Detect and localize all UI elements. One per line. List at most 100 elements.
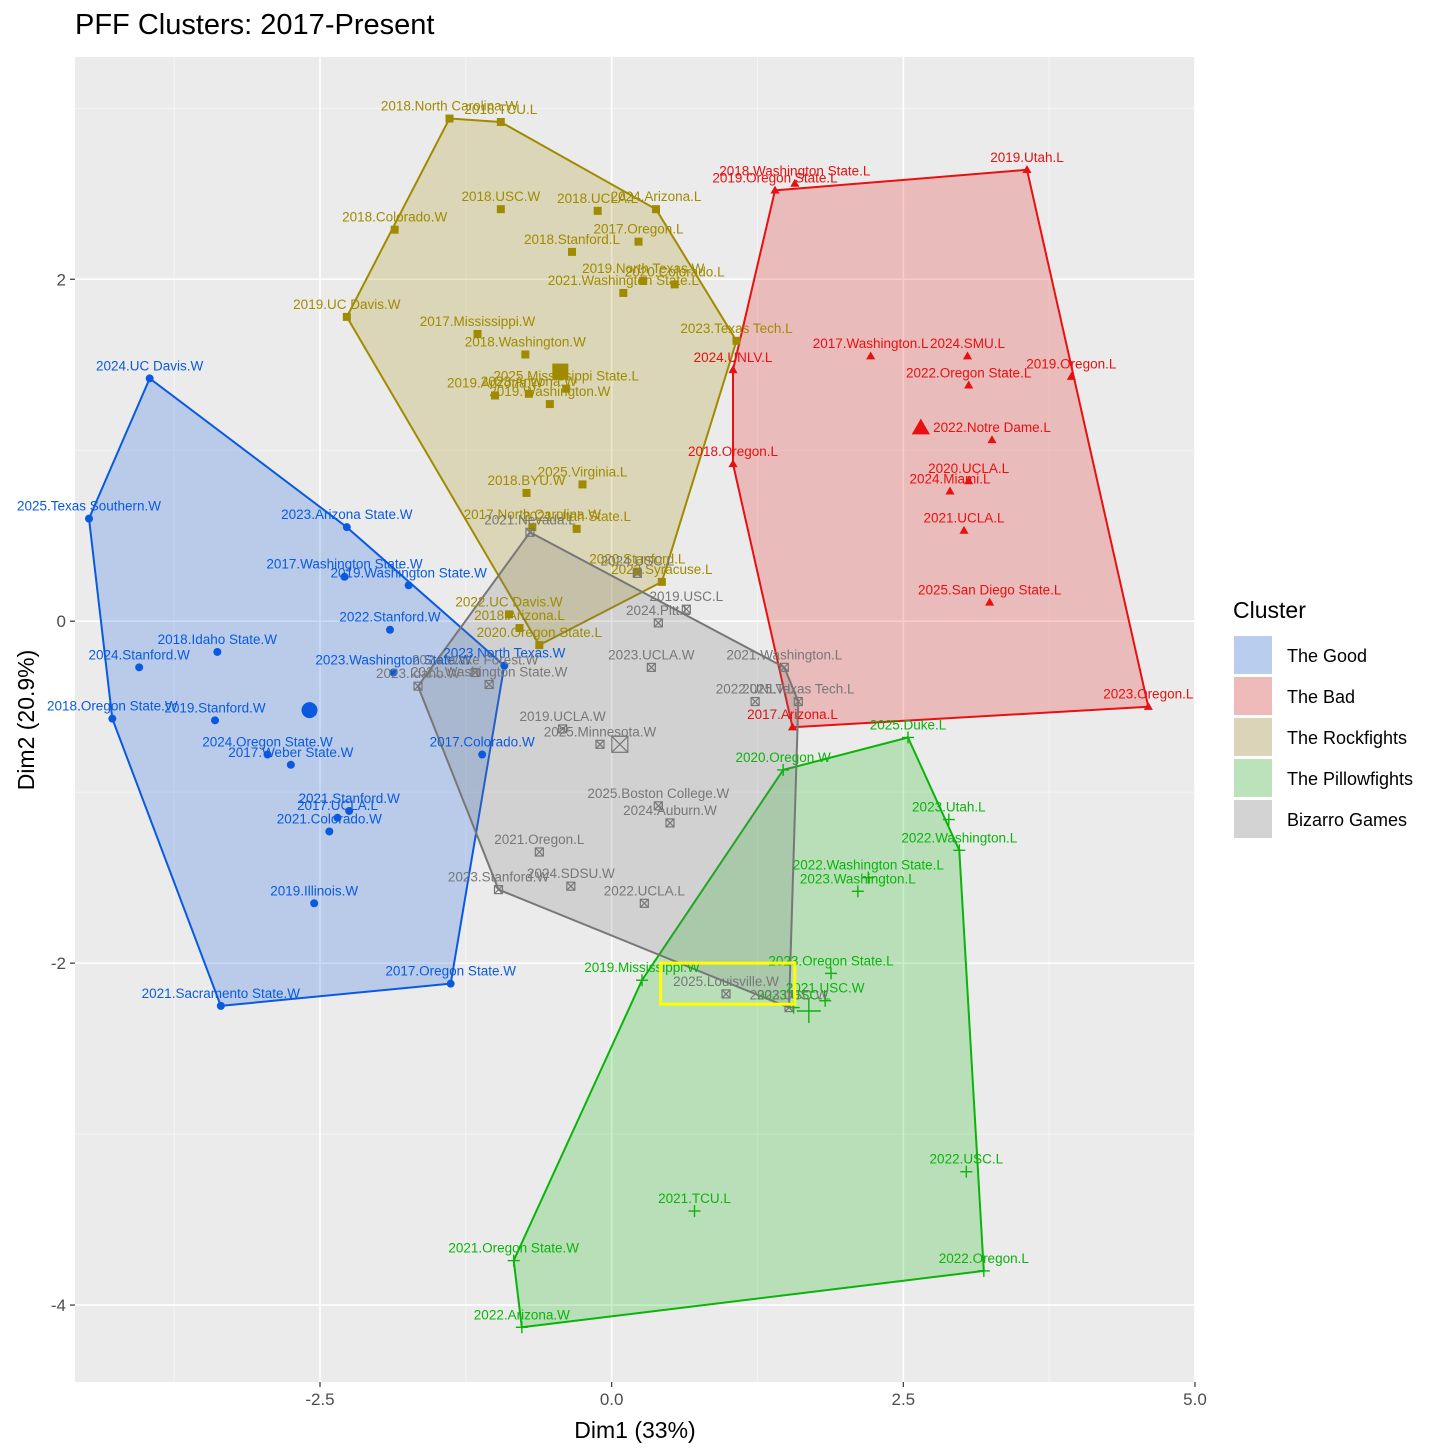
label-2020-ucla-l: 2020.UCLA.L [928,461,1010,476]
label-2021-washington-state-w: 2021.Washington State.W [411,664,568,679]
point-2024-sdsu-w [566,881,576,891]
point-2024-usc-l-box [632,568,642,578]
point-2025-louisville-w [721,989,731,999]
point-2019-ucla-w [558,724,568,734]
point-2025-minnesota-w-box [595,739,605,749]
point-2018-byu-w [522,488,531,497]
label-2021-oregon-state-w: 2021.Oregon State.W [448,1241,579,1256]
legend-label-the-good: The Good [1287,646,1367,666]
point-2021-stanford-w [345,806,354,815]
point-2025-texas-tech-l-d2 [793,697,803,706]
label-2023-stanford-w: 2023.Stanford.W [448,870,550,885]
label-2021-utah-state-l: 2021.Utah State.L [522,509,631,524]
point-2021-nevada-l-d2 [525,527,535,537]
highlight-box [659,961,797,1006]
label-2019-oregon-l: 2019.Oregon.L [1026,357,1117,372]
label-2019-arizona-w: 2019.Arizona.W [447,376,543,391]
label-2024-sdsu-w: 2024.SDSU.W [527,866,615,881]
label-2024-smu-l: 2024.SMU.L [930,336,1006,351]
label-2021-usc-w: 2021.USC.W [786,981,865,996]
point-2024-arizona-l [652,205,660,214]
centroid-the-rockfights [552,363,569,380]
point-2025-texas-tech-l-box [793,696,803,707]
legend-key-the-good [1234,636,1272,674]
point-2024-sdsu-w-d2 [566,881,576,891]
label-2025-boston-college-w: 2025.Boston College.W [587,786,729,801]
point-2019-washington-state-w [404,581,413,590]
label-2024-arizona-l: 2024.Arizona.L [611,189,702,204]
x-tick-label-3: 5.0 [1183,1390,1207,1409]
hull-the-good [88,377,506,1007]
point-2023-texas-tech-l [732,336,741,345]
label-2022-usc-l: 2022.USC.L [930,1152,1004,1167]
y-tick-label-2: 0 [57,612,66,631]
label-2018-washington-state-l: 2018.Washington State.L [719,164,871,179]
point-2022-unlv-l [750,696,760,707]
point-2018-washington-state-l [790,178,800,187]
label-2018-usc-w: 2018.USC.W [461,189,540,204]
point-2022-unlv-l-d2 [750,697,760,706]
label-2017-washington-l: 2017.Washington.L [813,336,929,351]
point-2023-stanford-w [493,885,504,895]
point-2019-mississippi-w [636,974,648,987]
label-2018-oregon-l: 2018.Oregon.L [688,444,779,459]
label-2024-stanford-w: 2024.Stanford.W [89,647,191,662]
point-2024-oregon-state-w [263,750,272,759]
point-2019-usc-l [681,604,691,614]
point-2022-syracuse-l [657,577,666,586]
chart-title: PFF Clusters: 2017-Present [75,9,434,41]
label-2023-texas-tech-l: 2023.Texas Tech.L [680,321,793,336]
point-2020-oregon-w [777,763,790,776]
legend-title: Cluster [1233,597,1306,623]
point-2019-washington-w [545,400,554,409]
legend-key-the-rockfights [1234,718,1272,756]
point-2020-oregon-state-l [535,641,544,650]
label-2018-north-carolina-w: 2018.North Carolina.W [381,99,519,114]
centroid-the-good [301,702,318,719]
point-2020-stanford-l [633,567,642,576]
point-2024-miami-l [945,486,955,495]
point-2024-auburn-w-box [665,818,675,828]
label-2022-notre-dame-l: 2022.Notre Dame.L [933,420,1051,435]
label-2017-ucla-l: 2017.UCLA.L [297,798,379,813]
point-2022-oregon-l [977,1264,990,1277]
legend-key-bizarro-games [1234,800,1272,838]
centroid-bizarro-games-d2 [611,735,629,753]
label-2018-byu-w: 2018.BYU.W [487,473,565,488]
point-2024-wake-forest-w [470,667,480,678]
point-2025-mississippi-state-l [562,384,571,393]
cluster-hulls [88,117,1150,1329]
label-2024-unlv-l: 2024.UNLV.L [694,350,773,365]
point-2021-washington-l-box [779,662,789,672]
point-2025-minnesota-w [595,739,605,749]
point-2024-usc-l-d2 [632,568,642,578]
point-2018-ucla-l [593,206,602,215]
label-2021-oregon-l: 2021.Oregon.L [494,832,585,847]
label-2019-north-texas-w: 2019.North Texas.W [582,261,704,276]
point-2023-ucla-w [646,662,656,672]
point-2017-oregon-state-w [446,979,455,988]
x-tick-label-2: 2.5 [892,1390,916,1409]
point-2018-arizona-l [515,624,524,633]
point-2019-north-texas-w [639,276,648,285]
point-2017-ucla-l [333,813,342,822]
point-2023-idaho-w-d2 [413,681,423,691]
point-2021-colorado-w [325,827,334,836]
y-axis-title: Dim2 (20.9%) [13,650,39,791]
label-2022-washington-l: 2022.Washington.L [901,830,1017,845]
point-2021-tcu-l [688,1205,701,1218]
point-2018-usc-w [496,205,505,214]
point-2024-usc-l [632,568,642,578]
legend-key-the-pillowfights [1234,759,1272,797]
x-tick-label-0: -2.5 [305,1390,334,1409]
point-2024-stanford-w [135,663,144,672]
label-2018-stanford-l: 2018.Stanford.L [524,232,621,247]
label-2017-oregon-l: 2017.Oregon.L [593,222,684,237]
point-2021-washington-l [779,662,789,672]
point-2020-colorado-l [670,280,679,289]
label-2017-oregon-state-w: 2017.Oregon State.W [385,964,516,979]
point-2023-washington-l [851,885,864,898]
point-2018-idaho-state-w [213,647,222,656]
label-2019-utah-l: 2019.Utah.L [990,150,1064,165]
label-2025-texas-tech-l: 2025.Texas Tech.L [742,682,855,697]
